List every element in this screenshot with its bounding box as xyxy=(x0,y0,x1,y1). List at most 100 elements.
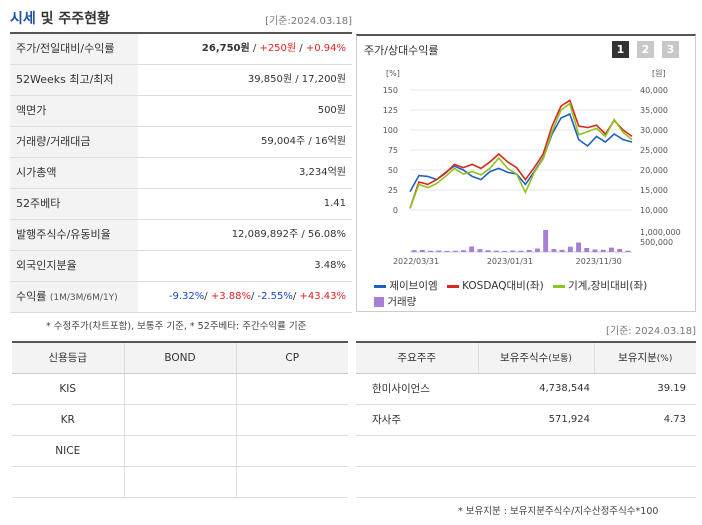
holder-pct: 4.73 xyxy=(594,404,696,436)
holders-header-row: 주요주주 보유주식수(보통) 보유지분(%) xyxy=(356,341,696,374)
y-left-tick: 100 xyxy=(383,126,398,135)
stock-chart: [%] [원] 150 125 100 75 50 25 0 40,000 35,000 30,… xyxy=(383,69,681,266)
legend-label: 기계,장비대비(좌) xyxy=(568,280,648,292)
volume-bar xyxy=(452,250,458,252)
quote-label: 거래량/거래대금 xyxy=(10,127,138,157)
period-button-2[interactable]: 2 xyxy=(637,41,654,58)
y-left-tick: 75 xyxy=(388,146,398,155)
holders-col-shares-unit: (보통) xyxy=(548,354,572,365)
quote-row-par-value: 액면가 500원 xyxy=(10,96,352,127)
holders-col-pct-unit: (%) xyxy=(656,354,673,365)
holder-shares: 571,924 xyxy=(478,404,594,436)
series-lines xyxy=(409,99,633,209)
table-row: KR xyxy=(12,404,348,436)
credit-rating-table: 신용등급 BOND CP KIS KR NICE xyxy=(12,341,348,498)
holder-shares xyxy=(478,466,594,498)
y-axis-left: 150 125 100 75 50 25 0 xyxy=(383,86,398,215)
quote-label: 액면가 xyxy=(10,96,138,126)
returns-periods: (1M/3M/6M/1Y) xyxy=(49,293,118,303)
holder-pct xyxy=(594,466,696,498)
holder-name xyxy=(356,435,478,467)
return-6m: -2.55% xyxy=(257,291,293,302)
quote-label: 외국인지분율 xyxy=(10,251,138,281)
holder-name: 한미사이언스 xyxy=(356,373,478,405)
legend-swatch xyxy=(446,284,459,288)
chart-legend: 제이브이엠 KOSDAQ대비(좌) 기계,장비대비(좌) 거래량 xyxy=(374,274,694,308)
volume-bar xyxy=(477,249,483,252)
series-line-1 xyxy=(409,99,633,209)
quote-value: 3,234억원 xyxy=(298,167,346,178)
quote-value: -9.32%/ +3.88%/ -2.55%/ +43.43% xyxy=(169,282,346,312)
holder-pct xyxy=(594,435,696,467)
holders-col-pct: 보유지분(%) xyxy=(593,341,696,374)
legend-swatch xyxy=(552,284,565,288)
legend-label: KOSDAQ대비(좌) xyxy=(462,280,544,292)
quote-label: 발행주식수/유동비율 xyxy=(10,220,138,250)
y-volume-tick: 500,000 xyxy=(640,238,673,247)
credit-agency: KIS xyxy=(12,373,124,405)
y-right-tick: 20,000 xyxy=(640,166,668,175)
holder-name xyxy=(356,466,478,498)
quote-value: 1.41 xyxy=(323,198,346,209)
credit-bond xyxy=(123,373,236,405)
quote-value: 26,750원 / +250원 / +0.94% xyxy=(202,34,346,64)
volume-bar xyxy=(609,247,614,252)
return-1y: +43.43% xyxy=(299,291,346,302)
period-button-1[interactable]: 1 xyxy=(612,41,629,58)
volume-bar xyxy=(419,250,425,252)
quote-table-top-border xyxy=(10,32,352,34)
quote-value: 500원 xyxy=(317,105,346,116)
volume-bar xyxy=(485,250,491,252)
quote-label: 52주베타 xyxy=(10,189,138,219)
page-title: 시세 및 주주현황 xyxy=(10,8,110,28)
y-left-tick: 0 xyxy=(393,206,398,215)
holder-shares xyxy=(478,435,594,467)
credit-bond xyxy=(123,435,236,467)
table-row: KIS xyxy=(12,373,348,405)
separator: / xyxy=(204,291,211,302)
table-row: 한미사이언스 4,738,544 39.19 xyxy=(356,373,696,405)
chart-title: 주가/상대수익률 xyxy=(364,44,439,57)
return-3m: +3.88% xyxy=(210,291,251,302)
period-button-3[interactable]: 3 xyxy=(662,41,679,58)
x-tick: 2022/03/31 xyxy=(393,257,439,266)
chart-panel xyxy=(356,34,696,312)
unit-left: [%] xyxy=(386,69,400,78)
change-value: +250원 xyxy=(259,43,297,54)
credit-bond xyxy=(123,466,236,498)
credit-cp xyxy=(235,466,348,498)
quote-row-52weeks: 52Weeks 최고/최저 39,850원 / 17,200원 xyxy=(10,65,352,96)
quote-label: 수익률 (1M/3M/6M/1Y) xyxy=(10,282,138,312)
y-right-tick: 10,000 xyxy=(640,206,668,215)
legend-item-kosdaq: KOSDAQ대비(좌) xyxy=(446,280,544,292)
credit-agency: NICE xyxy=(12,435,124,467)
quote-label: 52Weeks 최고/최저 xyxy=(10,65,138,95)
y-right-tick: 30,000 xyxy=(640,126,668,135)
page-title-sub: 및 주주현황 xyxy=(35,11,110,27)
legend-swatch xyxy=(374,284,386,288)
volume-bar xyxy=(592,249,598,252)
volume-bar xyxy=(411,250,417,252)
y-left-tick: 150 xyxy=(383,86,398,95)
y-left-tick: 25 xyxy=(388,186,398,195)
holders-col-shares-label: 보유주식수 xyxy=(500,352,549,365)
legend-item-jvm: 제이브이엠 xyxy=(374,280,438,292)
return-1m: -9.32% xyxy=(168,291,205,302)
y-right-tick: 15,000 xyxy=(640,186,668,195)
rate-value: +0.94% xyxy=(305,43,346,54)
y-axis-right: 40,000 35,000 30,000 25,000 20,000 15,000 10,0… xyxy=(640,86,668,215)
quote-value: 3.48% xyxy=(314,260,346,271)
legend-item-volume: 거래량 xyxy=(374,296,416,308)
volume-bar xyxy=(543,230,549,252)
price-value: 26,750원 xyxy=(201,43,250,54)
quote-label: 시가총액 xyxy=(10,158,138,188)
volume-bar xyxy=(461,250,466,252)
quote-value: 59,004주 / 16억원 xyxy=(260,136,346,147)
holders-col-pct-label: 보유지분 xyxy=(618,352,657,365)
legend-label: 제이브이엠 xyxy=(389,280,438,292)
table-row: 자사주 571,924 4.73 xyxy=(356,404,696,436)
reference-date: [기준:2024.03.18] xyxy=(265,16,352,27)
y-right-tick: 35,000 xyxy=(640,106,668,115)
x-tick: 2023/01/31 xyxy=(487,257,533,266)
